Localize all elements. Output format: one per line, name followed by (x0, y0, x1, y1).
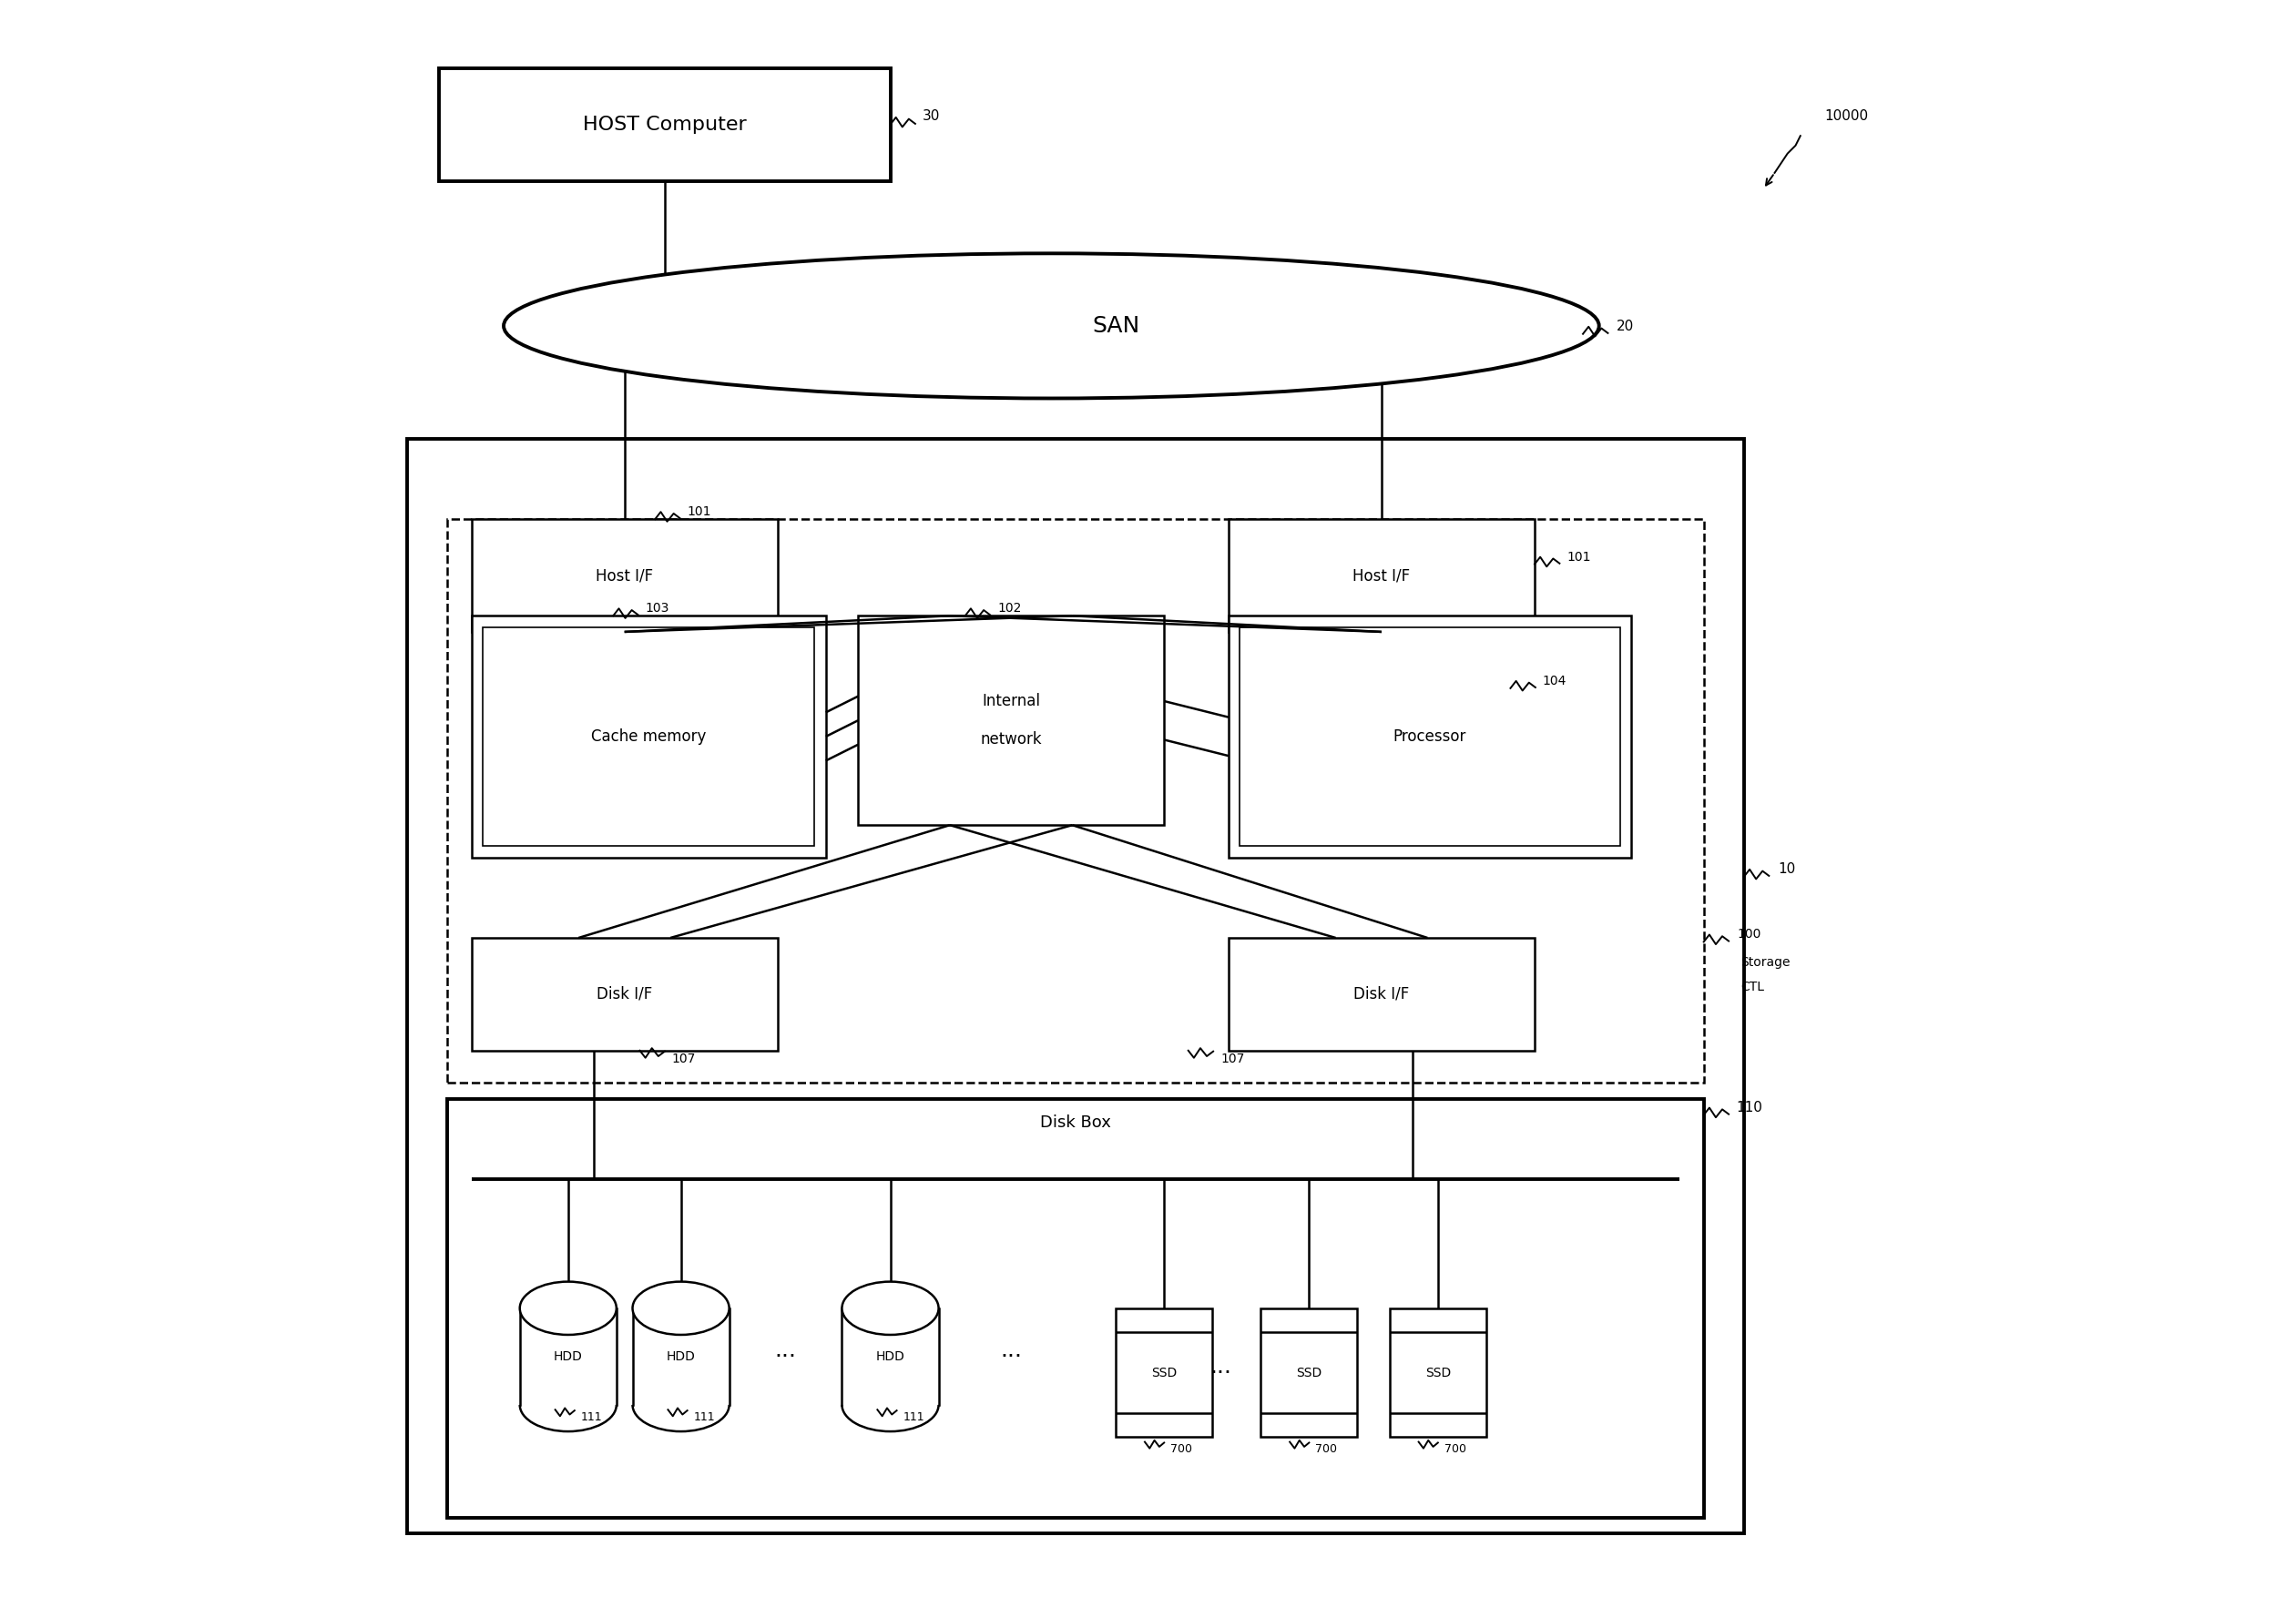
Text: ···: ··· (1210, 1362, 1231, 1383)
Text: 111: 111 (902, 1411, 925, 1422)
Text: 102: 102 (996, 602, 1022, 615)
FancyBboxPatch shape (1116, 1309, 1212, 1437)
Text: 110: 110 (1736, 1100, 1763, 1115)
Text: 101: 101 (687, 505, 712, 518)
FancyBboxPatch shape (482, 628, 815, 846)
Text: HDD: HDD (666, 1349, 696, 1362)
Text: 111: 111 (693, 1411, 716, 1422)
FancyBboxPatch shape (1228, 616, 1630, 858)
Text: HOST Computer: HOST Computer (583, 115, 746, 134)
Text: network: network (980, 731, 1042, 748)
Text: HDD: HDD (553, 1349, 583, 1362)
Text: Disk Box: Disk Box (1040, 1115, 1111, 1131)
FancyBboxPatch shape (519, 1309, 615, 1404)
Text: Host I/F: Host I/F (1352, 568, 1410, 584)
Text: 103: 103 (645, 602, 670, 615)
Text: SSD: SSD (1297, 1366, 1322, 1379)
FancyBboxPatch shape (631, 1309, 730, 1404)
Text: 107: 107 (673, 1052, 696, 1065)
Text: 700: 700 (1171, 1443, 1192, 1455)
Text: 700: 700 (1316, 1443, 1336, 1455)
Text: ···: ··· (1001, 1346, 1022, 1367)
Ellipse shape (519, 1281, 615, 1335)
Text: SSD: SSD (1426, 1366, 1451, 1379)
FancyBboxPatch shape (471, 616, 827, 858)
Text: 700: 700 (1444, 1443, 1467, 1455)
FancyBboxPatch shape (1389, 1309, 1486, 1437)
Text: HDD: HDD (875, 1349, 905, 1362)
Text: 100: 100 (1738, 929, 1761, 942)
Ellipse shape (843, 1281, 939, 1335)
Text: 111: 111 (581, 1411, 602, 1422)
FancyBboxPatch shape (471, 519, 778, 633)
Text: Storage: Storage (1740, 956, 1791, 969)
FancyBboxPatch shape (1261, 1309, 1357, 1437)
Text: Disk I/F: Disk I/F (597, 985, 652, 1003)
Text: Host I/F: Host I/F (595, 568, 654, 584)
FancyBboxPatch shape (1240, 628, 1621, 846)
FancyBboxPatch shape (1228, 519, 1534, 633)
Text: 20: 20 (1616, 320, 1635, 333)
Text: SAN: SAN (1093, 316, 1139, 337)
Text: Cache memory: Cache memory (590, 728, 707, 744)
Text: ···: ··· (774, 1346, 797, 1367)
FancyBboxPatch shape (843, 1309, 939, 1404)
Text: 101: 101 (1566, 550, 1591, 563)
Text: 10: 10 (1777, 862, 1795, 877)
Text: 107: 107 (1221, 1052, 1244, 1065)
Text: Internal: Internal (983, 693, 1040, 709)
Text: SSD: SSD (1150, 1366, 1178, 1379)
FancyBboxPatch shape (859, 616, 1164, 825)
Text: Processor: Processor (1394, 728, 1467, 744)
Text: 30: 30 (923, 110, 939, 123)
FancyBboxPatch shape (448, 519, 1704, 1082)
FancyBboxPatch shape (1228, 938, 1534, 1050)
Text: Disk I/F: Disk I/F (1355, 985, 1410, 1003)
FancyBboxPatch shape (471, 938, 778, 1050)
Text: CTL: CTL (1740, 981, 1763, 993)
Ellipse shape (631, 1281, 730, 1335)
Ellipse shape (503, 254, 1598, 398)
FancyBboxPatch shape (448, 1099, 1704, 1518)
Text: 104: 104 (1543, 675, 1566, 688)
FancyBboxPatch shape (406, 438, 1745, 1534)
Text: 10000: 10000 (1825, 110, 1869, 123)
FancyBboxPatch shape (439, 68, 891, 181)
